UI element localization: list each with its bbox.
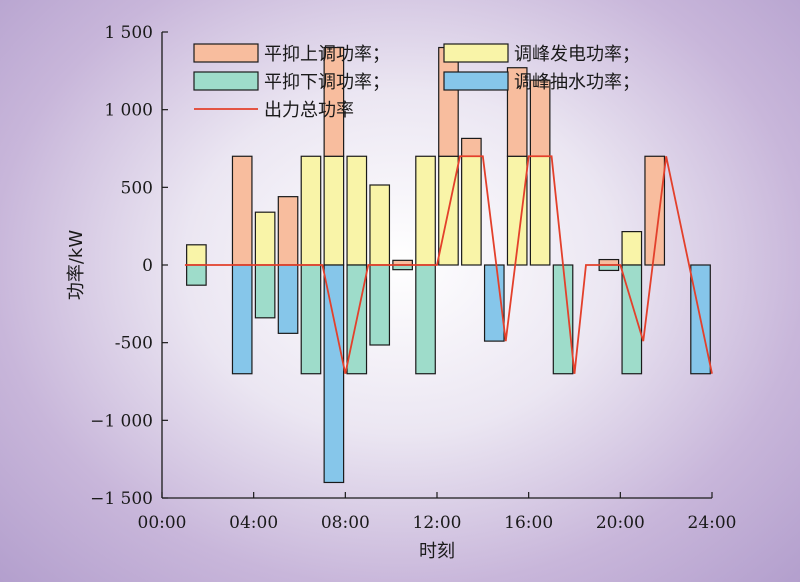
bar-peak_down	[621, 264, 643, 375]
bar-pump	[231, 264, 253, 375]
bar-peak_down	[415, 264, 436, 375]
bar-gen	[254, 211, 276, 266]
bar-gen	[415, 155, 436, 266]
legend-swatch-pump	[443, 71, 509, 91]
bar-pump	[323, 264, 345, 484]
x-tick-label: 16:00	[504, 513, 553, 533]
y-tick-label: −1 500	[90, 489, 153, 509]
y-tick-label: 0	[142, 256, 153, 276]
bar-peak_up	[323, 46, 345, 157]
legend-label-total: 出力总功率	[264, 100, 354, 121]
bar-gen	[186, 244, 207, 266]
bar-gen	[461, 155, 482, 266]
legend-label-gen: 调峰发电功率；	[514, 44, 640, 65]
x-tick-label: 00:00	[138, 513, 187, 533]
y-tick-label: 1 000	[104, 101, 153, 121]
legend-swatch-gen	[443, 43, 509, 63]
bar-peak_down	[300, 264, 322, 375]
bar-peak_up	[506, 67, 528, 157]
bar-peak_up	[277, 196, 299, 266]
bar-peak_down	[186, 264, 207, 286]
x-tick-label: 04:00	[229, 513, 278, 533]
x-tick-label: 20:00	[596, 513, 645, 533]
bar-peak_up	[644, 155, 666, 266]
bar-gen	[323, 155, 345, 266]
y-tick-label: 500	[121, 178, 153, 198]
bar-gen	[300, 155, 322, 266]
total-power-line	[184, 155, 713, 374]
y-tick-label: −1 000	[90, 411, 153, 431]
bar-gen	[369, 184, 391, 266]
x-tick-label: 08:00	[321, 513, 370, 533]
legend-swatch-peak_down	[193, 71, 259, 91]
bar-peak_down	[254, 264, 276, 319]
legend-label-pump: 调峰抽水功率；	[514, 72, 640, 93]
bar-peak_down	[552, 264, 574, 375]
legend-label-peak_up: 平抑上调功率；	[264, 44, 390, 65]
bar-peak_up	[231, 155, 253, 266]
bar-gen	[621, 231, 643, 266]
legend-swatch-peak_up	[193, 43, 259, 63]
bar-gen	[529, 155, 551, 266]
x-tick-label: 12:00	[413, 513, 462, 533]
bar-pump	[277, 264, 299, 334]
y-tick-label: 1 500	[104, 23, 153, 43]
y-tick-label: -500	[115, 334, 153, 354]
bar-peak_up	[438, 46, 459, 157]
bar-peak_down	[369, 264, 391, 346]
x-axis-title: 时刻	[419, 541, 455, 562]
x-tick-label: 24:00	[688, 513, 737, 533]
bar-gen	[346, 155, 368, 266]
legend-label-peak_down: 平抑下调功率；	[264, 72, 390, 93]
bar-peak_up	[461, 137, 482, 157]
y-axis-title: 功率/kW	[66, 230, 87, 300]
